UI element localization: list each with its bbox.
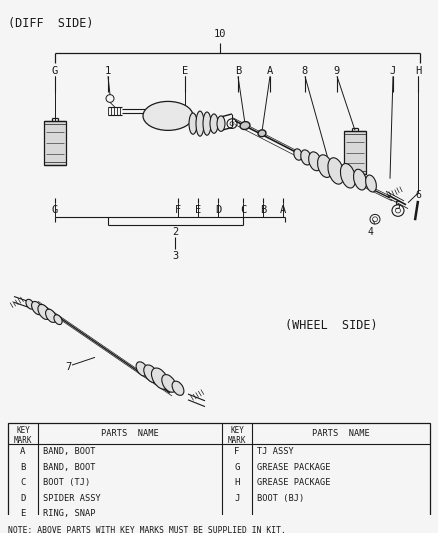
Ellipse shape [46,309,57,322]
Ellipse shape [340,164,356,188]
Text: BOOT (BJ): BOOT (BJ) [257,494,304,503]
Ellipse shape [301,150,311,165]
Text: B: B [260,205,266,215]
Ellipse shape [318,155,332,177]
Ellipse shape [366,175,376,192]
Ellipse shape [143,101,193,131]
Ellipse shape [258,130,266,136]
Text: RING, SNAP: RING, SNAP [43,510,95,518]
Ellipse shape [136,362,148,376]
Text: NOTE: ABOVE PARTS WITH KEY MARKS MUST BE SUPPLIED IN KIT.: NOTE: ABOVE PARTS WITH KEY MARKS MUST BE… [8,527,286,533]
Text: 9: 9 [334,66,340,76]
Text: G: G [52,205,58,215]
Text: 2: 2 [172,227,178,237]
Ellipse shape [172,381,184,395]
Ellipse shape [152,368,169,389]
Text: TJ ASSY: TJ ASSY [257,448,294,456]
Text: G: G [52,66,58,76]
Text: KEY
MARK: KEY MARK [14,426,32,445]
Text: GREASE PACKAGE: GREASE PACKAGE [257,479,331,487]
Text: PARTS  NAME: PARTS NAME [101,429,159,438]
Text: E: E [20,510,26,518]
Ellipse shape [210,114,218,133]
Text: 5: 5 [394,201,400,211]
Ellipse shape [144,365,158,383]
Ellipse shape [294,149,302,160]
Text: D: D [215,205,221,215]
Text: BAND, BOOT: BAND, BOOT [43,463,95,472]
Text: 4: 4 [367,227,373,237]
Text: A: A [280,205,286,215]
Text: B: B [235,66,241,76]
Ellipse shape [309,152,321,171]
Text: KEY
MARK: KEY MARK [228,426,246,445]
Ellipse shape [38,304,50,319]
Ellipse shape [196,111,204,136]
Ellipse shape [162,375,176,392]
Text: C: C [20,479,26,487]
Ellipse shape [32,302,42,314]
Text: 8: 8 [302,66,308,76]
Text: A: A [20,448,26,456]
Bar [344,131,366,174]
Text: SPIDER ASSY: SPIDER ASSY [43,494,101,503]
Text: C: C [240,205,246,215]
Text: H: H [234,479,240,487]
Text: (WHEEL  SIDE): (WHEEL SIDE) [285,319,378,332]
Text: J: J [390,66,396,76]
Ellipse shape [328,158,344,184]
Bar [44,121,66,165]
Text: BOOT (TJ): BOOT (TJ) [43,479,90,487]
Text: (DIFF  SIDE): (DIFF SIDE) [8,18,93,30]
Text: PARTS  NAME: PARTS NAME [312,429,370,438]
Ellipse shape [203,112,211,135]
Text: 10: 10 [214,29,226,39]
Text: E: E [182,66,188,76]
Bar [8,423,430,521]
Ellipse shape [189,113,197,134]
Text: GREASE PACKAGE: GREASE PACKAGE [257,463,331,472]
Text: D: D [20,494,26,503]
Text: BAND, BOOT: BAND, BOOT [43,448,95,456]
Ellipse shape [353,169,367,190]
Text: J: J [234,494,240,503]
Text: H: H [415,66,421,76]
Text: G: G [234,463,240,472]
Text: 3: 3 [172,251,178,261]
Text: E: E [195,205,201,215]
Text: 1: 1 [105,66,111,76]
Ellipse shape [217,116,225,131]
Text: 6: 6 [415,190,421,200]
Ellipse shape [240,122,250,130]
Text: B: B [20,463,26,472]
Text: F: F [175,205,181,215]
Text: A: A [267,66,273,76]
Text: 7: 7 [65,362,71,372]
Ellipse shape [54,315,62,325]
Text: F: F [234,448,240,456]
Ellipse shape [26,300,34,309]
